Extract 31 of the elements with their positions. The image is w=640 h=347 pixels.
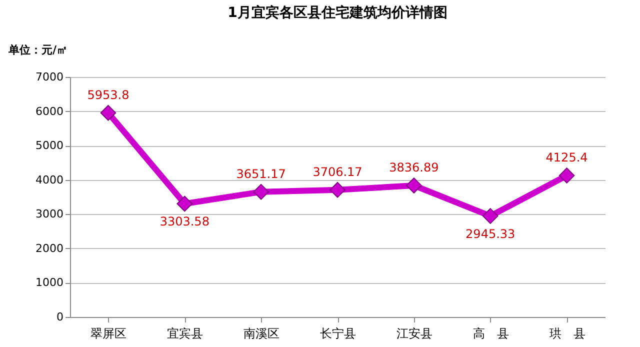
x-tick-label: 长宁县 <box>320 326 356 340</box>
y-tick-label: 2000 <box>36 242 64 255</box>
y-tick-label: 5000 <box>36 139 64 152</box>
y-tick-label: 7000 <box>36 70 64 84</box>
x-tick-label: 珙 县 <box>549 326 586 340</box>
chart-title: 1月宜宾各区县住宅建筑均价详情图 <box>228 4 448 21</box>
point <box>176 196 193 212</box>
data-label: 3651.17 <box>236 166 286 181</box>
data-label: 5953.8 <box>87 88 130 102</box>
x-tick-label: 高 县 <box>472 326 509 340</box>
y-axis-title: 单位：元/㎡ <box>8 44 68 56</box>
point <box>253 184 269 200</box>
y-tick-label: 0 <box>56 310 64 324</box>
data-label: 2945.33 <box>466 227 516 242</box>
point <box>482 208 498 224</box>
x-tick-label: 南溪区 <box>244 326 280 340</box>
y-tick-label: 1000 <box>36 276 64 290</box>
y-tick-label: 3000 <box>36 208 64 221</box>
point <box>406 178 422 194</box>
y-tick-label: 4000 <box>36 173 64 186</box>
y-tick-label: 6000 <box>36 104 64 118</box>
point <box>100 104 116 121</box>
x-tick-label: 宜宾县 <box>167 326 204 340</box>
x-tick-label: 江安县 <box>396 326 432 340</box>
data-label: 4125.4 <box>546 150 588 165</box>
point <box>330 182 346 198</box>
data-label: 3836.89 <box>389 160 439 174</box>
point <box>558 168 575 184</box>
x-tick-label: 翠屏区 <box>90 326 127 340</box>
data-label: 3706.17 <box>312 164 362 179</box>
data-label: 3303.58 <box>160 214 210 229</box>
